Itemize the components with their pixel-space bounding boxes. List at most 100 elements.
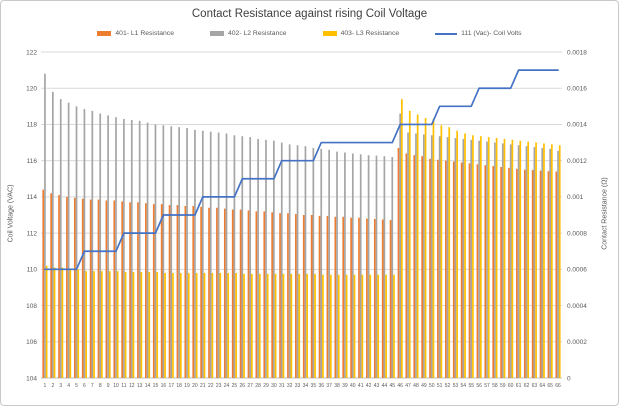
- svg-text:110: 110: [27, 267, 38, 274]
- svg-text:66: 66: [555, 383, 561, 389]
- svg-text:39: 39: [342, 383, 348, 389]
- svg-text:2: 2: [51, 383, 54, 389]
- legend-label-l2: 402- L2 Resistance: [227, 30, 287, 37]
- svg-text:49: 49: [421, 383, 427, 389]
- svg-text:59: 59: [500, 383, 506, 389]
- svg-text:53: 53: [453, 383, 459, 389]
- svg-text:26: 26: [240, 383, 246, 389]
- svg-text:36: 36: [318, 383, 324, 389]
- svg-text:56: 56: [476, 383, 482, 389]
- svg-text:108: 108: [26, 303, 37, 310]
- svg-text:11: 11: [121, 383, 126, 389]
- chart-title: Contact Resistance against rising Coil V…: [191, 8, 428, 20]
- svg-text:57: 57: [484, 383, 490, 389]
- svg-text:0: 0: [567, 375, 571, 382]
- svg-text:44: 44: [382, 383, 388, 389]
- svg-text:52: 52: [445, 383, 451, 389]
- svg-text:0.0018: 0.0018: [567, 49, 587, 56]
- svg-text:21: 21: [200, 383, 206, 389]
- svg-text:112: 112: [27, 230, 38, 237]
- svg-text:45: 45: [389, 383, 395, 389]
- svg-text:13: 13: [137, 383, 143, 389]
- svg-text:60: 60: [508, 383, 514, 389]
- svg-text:0.0004: 0.0004: [567, 303, 587, 310]
- x-axis-labels: 1 2 3 4 5 6 7 8 9 10 11 12 13 14 15 16 17 18 19 20 21 22 23 24 2…: [44, 383, 561, 389]
- svg-text:106: 106: [26, 339, 37, 346]
- legend: 401- L1 Resistance 402- L2 Resistance 40…: [1, 30, 618, 37]
- svg-text:19: 19: [184, 383, 190, 389]
- svg-text:38: 38: [334, 383, 340, 389]
- svg-text:34: 34: [303, 383, 309, 389]
- svg-text:65: 65: [547, 383, 553, 389]
- svg-text:40: 40: [350, 383, 356, 389]
- bars-402-l2-resistance: [44, 73, 559, 379]
- svg-text:18: 18: [176, 383, 182, 389]
- svg-text:120: 120: [26, 86, 37, 93]
- svg-text:62: 62: [524, 383, 530, 389]
- svg-text:10: 10: [113, 383, 119, 389]
- svg-text:24: 24: [224, 383, 230, 389]
- svg-text:61: 61: [516, 383, 522, 389]
- svg-text:0.001: 0.001: [567, 194, 584, 201]
- svg-text:4: 4: [67, 383, 70, 389]
- svg-text:31: 31: [279, 383, 285, 389]
- svg-text:23: 23: [216, 383, 222, 389]
- svg-text:47: 47: [405, 383, 411, 389]
- bars-403-l3-resistance: [45, 99, 561, 379]
- svg-text:43: 43: [374, 383, 380, 389]
- svg-text:63: 63: [532, 383, 538, 389]
- y-axis-left-tick-labels: 122 120 118 116 114 112 110 108 106 104: [26, 49, 37, 382]
- svg-text:17: 17: [168, 383, 174, 389]
- svg-text:42: 42: [366, 383, 372, 389]
- svg-text:32: 32: [287, 383, 293, 389]
- svg-text:0.0014: 0.0014: [567, 122, 587, 129]
- svg-text:0.0008: 0.0008: [567, 230, 587, 237]
- svg-text:37: 37: [326, 383, 332, 389]
- svg-text:29: 29: [263, 383, 269, 389]
- svg-text:122: 122: [26, 49, 37, 56]
- svg-text:9: 9: [107, 383, 110, 389]
- gridlines: [41, 51, 562, 379]
- legend-item-l1-resistance: 401- L1 Resistance: [97, 30, 174, 37]
- svg-text:104: 104: [26, 375, 37, 382]
- svg-text:6: 6: [83, 383, 86, 389]
- bars-401-l1-resistance: [42, 147, 558, 378]
- svg-text:7: 7: [91, 383, 94, 389]
- svg-text:41: 41: [358, 383, 364, 389]
- svg-text:20: 20: [192, 383, 198, 389]
- svg-text:14: 14: [145, 383, 151, 389]
- legend-item-l3-resistance: 403- L3 Resistance: [322, 30, 400, 37]
- svg-text:5: 5: [75, 383, 78, 389]
- svg-text:25: 25: [232, 383, 238, 389]
- legend-swatch-l2-bar-icon: [209, 31, 224, 36]
- legend-label-l3: 403- L3 Resistance: [340, 30, 400, 37]
- coil-volts-line: [44, 69, 559, 271]
- svg-text:46: 46: [397, 383, 403, 389]
- svg-text:55: 55: [468, 383, 474, 389]
- svg-text:48: 48: [413, 383, 419, 389]
- svg-text:116: 116: [27, 158, 38, 165]
- svg-text:58: 58: [492, 383, 498, 389]
- svg-text:50: 50: [429, 383, 435, 389]
- y-axis-right-tick-labels: 0.0018 0.0016 0.0014 0.0012 0.001 0.0008 0.000…: [567, 49, 587, 382]
- svg-text:0.0016: 0.0016: [567, 86, 587, 93]
- legend-swatch-coil-volts-line-icon: [435, 32, 458, 35]
- svg-text:0.0002: 0.0002: [567, 339, 587, 346]
- svg-text:30: 30: [271, 383, 277, 389]
- svg-text:22: 22: [208, 383, 214, 389]
- svg-text:54: 54: [461, 383, 467, 389]
- legend-label-l1: 401- L1 Resistance: [115, 30, 174, 37]
- svg-text:114: 114: [27, 194, 38, 201]
- svg-text:12: 12: [129, 383, 135, 389]
- svg-text:0.0006: 0.0006: [567, 267, 587, 274]
- svg-text:1: 1: [44, 383, 47, 389]
- legend-label-coil-volts: 111 (Vac)- Coil Volts: [461, 30, 522, 37]
- svg-text:118: 118: [27, 122, 38, 129]
- svg-text:3: 3: [59, 383, 62, 389]
- svg-text:51: 51: [437, 383, 443, 389]
- svg-text:0.0012: 0.0012: [567, 158, 587, 165]
- svg-text:28: 28: [255, 383, 261, 389]
- svg-text:27: 27: [247, 383, 253, 389]
